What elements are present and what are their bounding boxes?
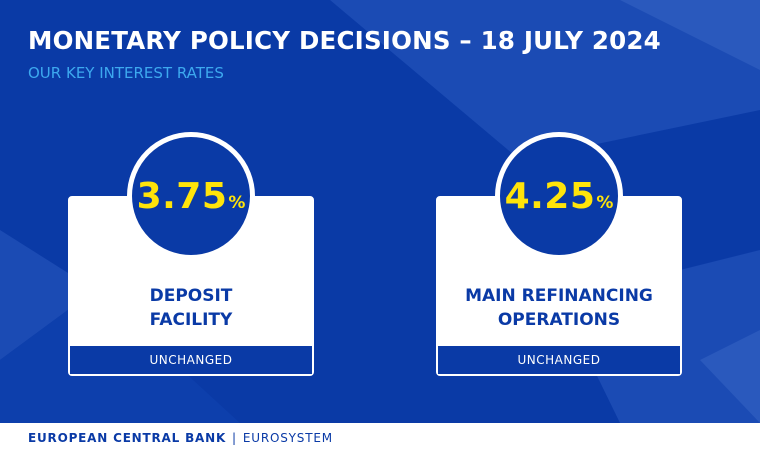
footer-brand: EUROPEAN CENTRAL BANK | EUROSYSTEM xyxy=(28,431,333,445)
footer-bank-name: EUROPEAN CENTRAL BANK xyxy=(28,431,227,445)
status-badge: UNCHANGED xyxy=(438,346,680,374)
rate-label: MAIN REFINANCING OPERATIONS xyxy=(438,284,680,332)
rate-circle-deposit-facility: 3.75% xyxy=(127,132,255,260)
facet-top-right xyxy=(330,0,760,160)
rate-number: 4.25 xyxy=(504,175,596,217)
rate-label-line1: DEPOSIT xyxy=(149,286,233,306)
rate-unit: % xyxy=(596,192,614,213)
rate-circle-main-refinancing: 4.25% xyxy=(495,132,623,260)
page-subtitle: OUR KEY INTEREST RATES xyxy=(28,64,224,82)
rate-label-line2: OPERATIONS xyxy=(497,310,621,330)
rate-label-line2: FACILITY xyxy=(149,310,233,330)
status-badge: UNCHANGED xyxy=(70,346,312,374)
rate-value: 3.75% xyxy=(137,176,246,217)
footer-system-name: EUROSYSTEM xyxy=(242,431,333,445)
page-title: MONETARY POLICY DECISIONS – 18 JULY 2024 xyxy=(28,26,661,55)
rate-label-line1: MAIN REFINANCING xyxy=(465,286,653,306)
facet-left xyxy=(0,230,95,360)
facet-corner xyxy=(620,0,760,70)
rate-number: 3.75 xyxy=(136,175,228,217)
footer-separator: | xyxy=(232,431,237,445)
rate-unit: % xyxy=(228,192,246,213)
rate-label: DEPOSIT FACILITY xyxy=(70,284,312,332)
rate-value: 4.25% xyxy=(505,176,614,217)
facet-bottom-corner xyxy=(700,330,760,423)
banner: MONETARY POLICY DECISIONS – 18 JULY 2024… xyxy=(0,0,760,423)
